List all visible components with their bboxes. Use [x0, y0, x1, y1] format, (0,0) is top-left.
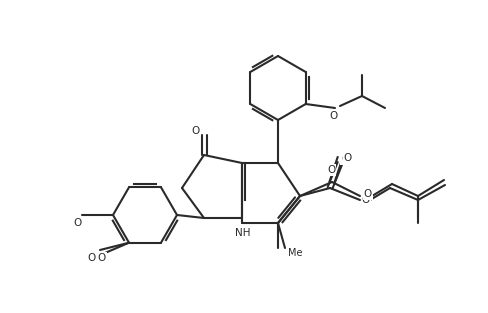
Text: O: O — [192, 126, 200, 136]
Text: Me: Me — [288, 248, 303, 258]
Text: NH: NH — [235, 228, 251, 238]
Text: O: O — [327, 165, 335, 175]
Text: O: O — [364, 189, 372, 199]
Text: O: O — [329, 111, 337, 121]
Text: O: O — [87, 253, 95, 263]
Text: O: O — [344, 153, 352, 163]
Text: O: O — [341, 154, 349, 164]
Text: O: O — [362, 195, 370, 205]
Text: O: O — [74, 218, 82, 228]
Text: O: O — [98, 253, 106, 263]
